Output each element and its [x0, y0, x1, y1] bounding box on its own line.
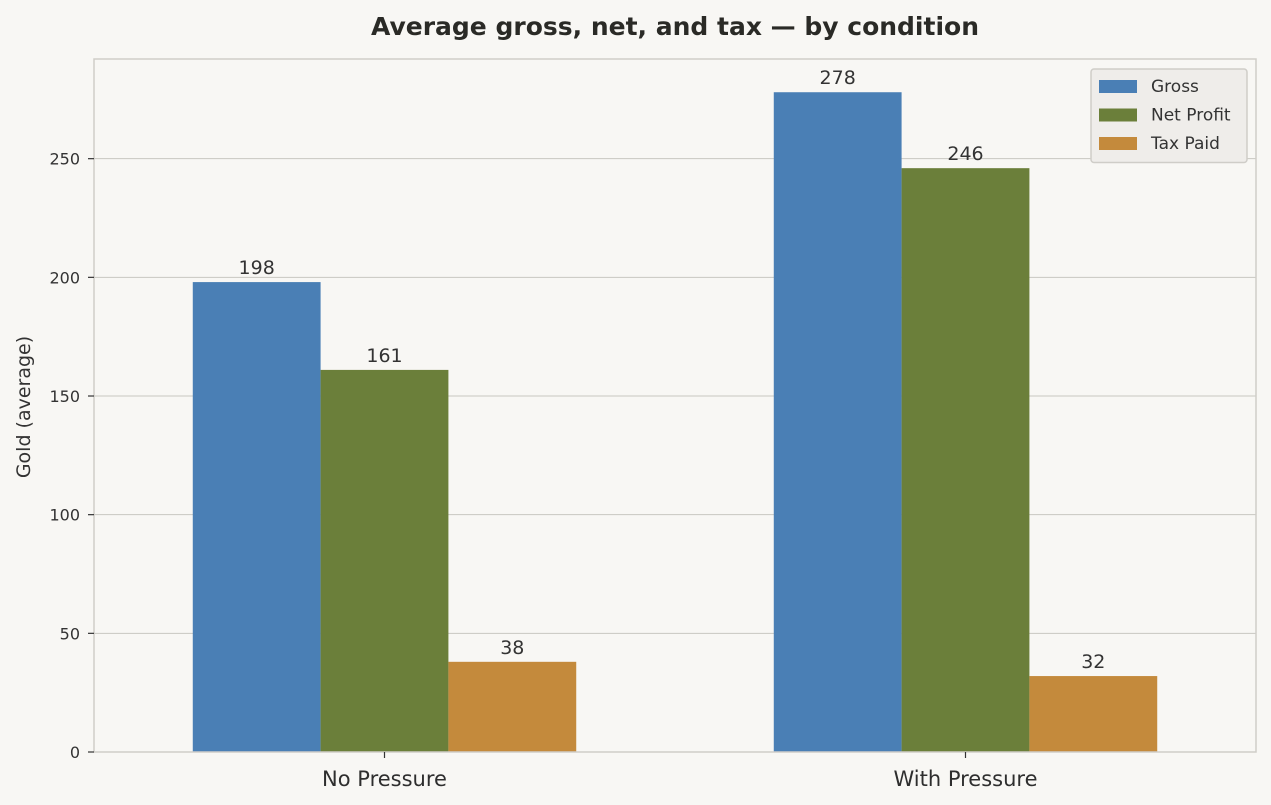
- bar: [448, 661, 577, 752]
- y-tick-label: 200: [49, 268, 80, 287]
- bar: [773, 92, 902, 753]
- x-axis-ticks: No Pressure With Pressure: [322, 752, 1038, 791]
- legend-label: Net Profit: [1151, 106, 1231, 126]
- bar-value-label: 161: [366, 345, 402, 367]
- y-axis-label: Gold (average): [13, 336, 35, 478]
- x-tick-label: With Pressure: [893, 767, 1037, 791]
- bar-value-label: 198: [239, 257, 275, 279]
- legend-swatch: [1099, 108, 1137, 122]
- legend: Gross Net Profit Tax Paid: [1090, 68, 1248, 164]
- bar: [1029, 676, 1158, 752]
- y-tick-label: 0: [70, 743, 80, 762]
- bars: [192, 92, 1158, 753]
- legend-label: Gross: [1151, 77, 1199, 97]
- bar: [192, 282, 321, 752]
- bar: [901, 168, 1030, 752]
- y-tick-label: 100: [49, 506, 80, 525]
- y-tick-label: 250: [49, 150, 80, 169]
- x-tick-label: No Pressure: [322, 767, 447, 791]
- bar-value-label: 32: [1081, 651, 1105, 673]
- bar: [320, 369, 449, 752]
- bar-value-label: 38: [500, 637, 524, 659]
- y-tick-label: 50: [60, 624, 80, 643]
- bar-value-label: 246: [947, 143, 983, 165]
- legend-swatch: [1099, 80, 1137, 93]
- legend-label: Tax Paid: [1150, 134, 1220, 154]
- bar-value-labels: 198 278 161 246 38 32: [239, 67, 1106, 673]
- axes-frame: [93, 58, 1257, 753]
- chart-title: Average gross, net, and tax — by conditi…: [371, 12, 979, 41]
- legend-swatch: [1099, 137, 1137, 150]
- y-tick-label: 150: [49, 387, 80, 406]
- y-axis-ticks: 0 50 100 150 200 250: [49, 150, 94, 762]
- bar-value-label: 278: [820, 67, 856, 89]
